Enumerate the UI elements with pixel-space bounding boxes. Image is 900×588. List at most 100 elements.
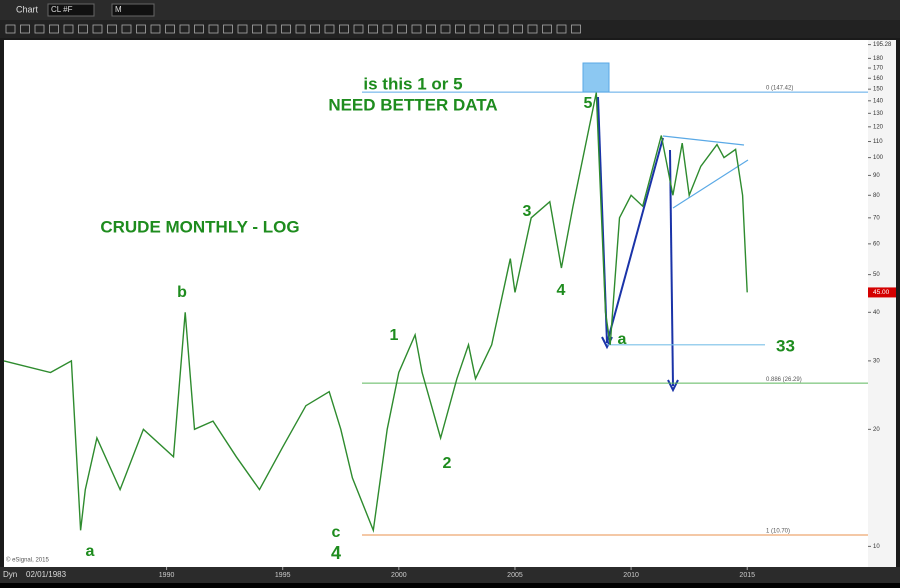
tool-icon[interactable] <box>78 24 88 34</box>
annotation: 2 <box>443 455 452 472</box>
tool-icon[interactable] <box>252 24 262 34</box>
tool-icon[interactable] <box>498 24 509 34</box>
annotation: CRUDE MONTHLY - LOG <box>100 217 299 236</box>
tool-icon[interactable] <box>266 24 277 34</box>
y-tick-label: 180 <box>873 56 884 62</box>
annotation: 5 <box>584 95 593 112</box>
copyright: © eSignal, 2015 <box>6 557 49 564</box>
x-tick-label: 1990 <box>159 572 175 579</box>
highlight-box <box>582 62 610 93</box>
tool-icon[interactable] <box>34 24 45 34</box>
tool-icon[interactable] <box>63 24 74 34</box>
tool-icon[interactable] <box>542 24 552 34</box>
annotation: b <box>177 284 187 301</box>
tool-icon[interactable] <box>513 24 523 34</box>
mode: Dyn <box>3 570 17 579</box>
annotation: a <box>618 331 627 348</box>
tool-icon[interactable] <box>440 24 451 34</box>
tool-icon[interactable] <box>5 24 16 34</box>
y-tick-label: 170 <box>873 66 884 72</box>
tool-icon[interactable] <box>411 24 422 34</box>
interval[interactable]: M <box>115 5 122 14</box>
price-axis <box>868 40 896 567</box>
fib-label: 0.886 (26.29) <box>766 377 802 383</box>
tool-icon[interactable] <box>527 24 538 34</box>
tool-icons <box>5 24 581 34</box>
y-tick-label: 120 <box>873 124 884 130</box>
tool-icon[interactable] <box>107 24 117 34</box>
y-tick-label: 140 <box>873 98 884 104</box>
tool-icon[interactable] <box>136 24 146 34</box>
status-bar <box>0 567 900 583</box>
tool-icon[interactable] <box>208 24 219 34</box>
y-tick-label: 40 <box>873 310 880 316</box>
window-title: Chart <box>16 4 39 14</box>
interval-box[interactable] <box>111 3 155 17</box>
y-tick-label: 100 <box>873 155 884 161</box>
y-tick-label: 10 <box>873 544 880 550</box>
x-tick-label: 2005 <box>507 572 523 579</box>
symbol-box[interactable] <box>47 3 95 17</box>
y-tick-label: 30 <box>873 358 880 364</box>
y-tick-label: 90 <box>873 173 880 179</box>
y-tick-label: 150 <box>873 87 884 93</box>
annotation: 4 <box>557 282 566 299</box>
tool-icon[interactable] <box>121 24 132 34</box>
y-tick-label: 110 <box>873 139 883 145</box>
tool-icon[interactable] <box>92 24 103 34</box>
tool-icon[interactable] <box>556 24 567 34</box>
x-tick-label: 1995 <box>275 572 291 579</box>
annotation: NEED BETTER DATA <box>328 95 497 114</box>
annotation: 4 <box>331 543 341 563</box>
fib-label: 0 (147.42) <box>766 86 793 92</box>
tool-icon[interactable] <box>281 24 291 34</box>
y-tick-label: 70 <box>873 215 880 221</box>
x-tick-label: 2010 <box>623 572 639 579</box>
annotation: c <box>332 524 341 541</box>
tool-icon[interactable] <box>426 24 436 34</box>
tool-icon[interactable] <box>469 24 480 34</box>
tool-icon[interactable] <box>382 24 393 34</box>
fib-label: 1 (10.70) <box>766 529 790 535</box>
y-tick-label: 50 <box>873 272 880 278</box>
tool-icon[interactable] <box>295 24 306 34</box>
tool-icon[interactable] <box>368 24 378 34</box>
last-price-label: 45.00 <box>873 289 890 296</box>
y-tick-label: 130 <box>873 111 884 117</box>
plot-area <box>4 40 868 567</box>
tool-icon[interactable] <box>484 24 494 34</box>
symbol[interactable]: CL #F <box>51 5 73 14</box>
tool-icon[interactable] <box>179 24 190 34</box>
tool-icon[interactable] <box>397 24 407 34</box>
annotation: 3 <box>523 203 532 220</box>
title-bar <box>0 0 900 20</box>
y-tick-label: 195.28 <box>873 42 892 48</box>
annotation: a <box>86 543 95 560</box>
y-tick-label: 80 <box>873 193 880 199</box>
annotation: 1 <box>390 327 399 344</box>
tool-icon[interactable] <box>237 24 248 34</box>
tool-icon[interactable] <box>194 24 204 34</box>
tool-icon[interactable] <box>324 24 335 34</box>
x-tick-label: 2015 <box>739 572 755 579</box>
tool-icon[interactable] <box>165 24 175 34</box>
cursor-date: 02/01/1983 <box>26 570 67 579</box>
annotation: is this 1 or 5 <box>363 74 462 93</box>
tool-icon[interactable] <box>223 24 233 34</box>
triangle-lines <box>662 135 749 209</box>
tool-icon[interactable] <box>571 24 581 34</box>
target-label: 33 <box>776 336 795 355</box>
tool-icon[interactable] <box>455 24 465 34</box>
y-tick-label: 20 <box>873 427 880 433</box>
tool-icon[interactable] <box>353 24 364 34</box>
tool-icon[interactable] <box>49 24 59 34</box>
tool-icon[interactable] <box>310 24 320 34</box>
last-price-box <box>868 287 896 298</box>
tool-icon[interactable] <box>339 24 349 34</box>
price-line <box>3 92 748 534</box>
tool-icon[interactable] <box>20 24 30 34</box>
tool-icon[interactable] <box>150 24 161 34</box>
x-tick-label: 2000 <box>391 572 407 579</box>
y-tick-label: 160 <box>873 76 884 82</box>
